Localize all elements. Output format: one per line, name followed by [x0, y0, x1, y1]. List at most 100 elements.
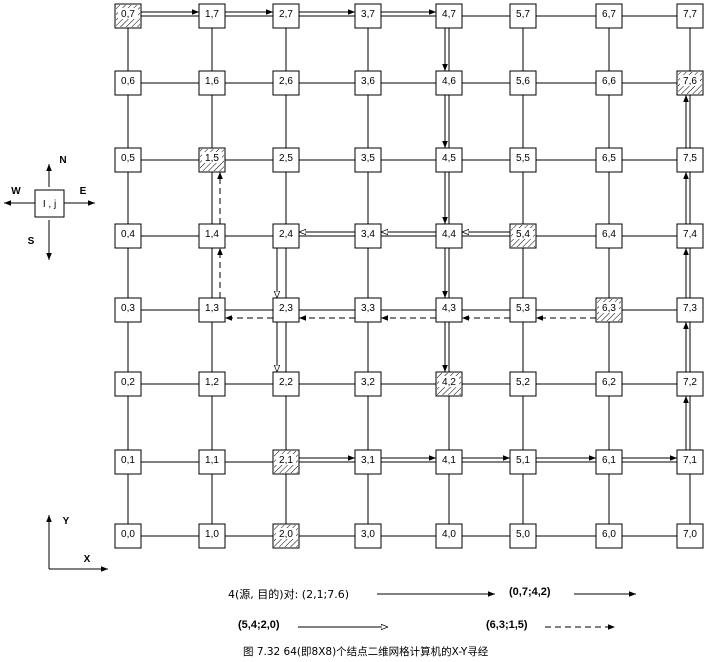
node-7-2: 7,2 — [676, 371, 704, 397]
node-label: 4,7 — [442, 9, 456, 20]
node-box — [676, 449, 704, 475]
node-label-bg — [599, 302, 619, 313]
node-box — [595, 223, 623, 249]
node-box — [509, 3, 537, 29]
node-6-0: 6,0 — [595, 523, 623, 549]
node-2-6: 2,6 — [272, 70, 300, 96]
node-label: 7,5 — [683, 153, 697, 164]
node-0-4: 0,4 — [114, 223, 142, 249]
node-label: 2,0 — [279, 529, 293, 540]
compass-east-label: E — [80, 186, 87, 197]
node-1-3: 1,3 — [198, 297, 226, 323]
node-label: 0,3 — [121, 303, 135, 314]
node-3-2: 3,2 — [354, 371, 382, 397]
node-label: 1,3 — [205, 303, 219, 314]
node-label: 6,1 — [602, 455, 616, 466]
node-label: 1,2 — [205, 377, 219, 388]
node-box — [676, 223, 704, 249]
node-label: 6,2 — [602, 377, 616, 388]
node-label: 5,1 — [516, 455, 530, 466]
node-box — [354, 3, 382, 29]
node-label: 6,0 — [602, 529, 616, 540]
node-label: 0,5 — [121, 153, 135, 164]
node-box — [509, 70, 537, 96]
compass-south-label: S — [28, 236, 35, 247]
node-box — [509, 449, 537, 475]
node-label: 3,4 — [361, 229, 375, 240]
node-6-6: 6,6 — [595, 70, 623, 96]
node-1-2: 1,2 — [198, 371, 226, 397]
node-label: 0,7 — [121, 9, 135, 20]
node-box — [595, 371, 623, 397]
node-6-2: 6,2 — [595, 371, 623, 397]
node-label: 1,6 — [205, 76, 219, 87]
node-label: 2,6 — [279, 76, 293, 87]
node-label: 2,7 — [279, 9, 293, 20]
node-label: 1,5 — [205, 153, 219, 164]
node-label: 3,6 — [361, 76, 375, 87]
node-box — [198, 523, 226, 549]
node-box — [198, 70, 226, 96]
node-5-2: 5,2 — [509, 371, 537, 397]
node-label: 3,7 — [361, 9, 375, 20]
node-label: 5,6 — [516, 76, 530, 87]
node-box — [114, 70, 142, 96]
node-box — [272, 297, 300, 323]
node-6-5: 6,5 — [595, 147, 623, 173]
node-box — [198, 371, 226, 397]
node-4-0: 4,0 — [435, 523, 463, 549]
node-2-7: 2,7 — [272, 3, 300, 29]
node-label: 7,4 — [683, 229, 697, 240]
node-1-1: 1,1 — [198, 449, 226, 475]
node-box — [435, 523, 463, 549]
node-7-7: 7,7 — [676, 3, 704, 29]
node-box — [354, 223, 382, 249]
node-0-2: 0,2 — [114, 371, 142, 397]
node-2-0: 2,0 — [272, 523, 300, 549]
node-label: 1,7 — [205, 9, 219, 20]
legend-pair1-label: 4(源, 目的)对: (2,1;7.6) — [228, 588, 350, 601]
node-box — [509, 147, 537, 173]
node-label: 4,3 — [442, 303, 456, 314]
node-6-3: 6,3 — [595, 297, 623, 323]
legend-pair4-label: (6,3;1,5) — [486, 619, 528, 631]
node-box — [435, 297, 463, 323]
node-label: 1,1 — [205, 455, 219, 466]
node-label: 1,0 — [205, 529, 219, 540]
node-6-1: 6,1 — [595, 449, 623, 475]
grid-nodes: 0,0 1,0 2,0 3,0 4,0 5,0 6,0 7,0 0,1 1,1 2,1 3,1 4,1 5… — [114, 3, 704, 549]
node-3-6: 3,6 — [354, 70, 382, 96]
node-5-4: 5,4 — [509, 223, 537, 249]
compass-node — [34, 189, 65, 218]
node-label: 2,4 — [279, 229, 293, 240]
node-2-1: 2,1 — [272, 449, 300, 475]
axes: Y X — [46, 515, 108, 572]
node-box — [676, 371, 704, 397]
node-label: 4,1 — [442, 455, 456, 466]
node-box — [198, 449, 226, 475]
node-0-3: 0,3 — [114, 297, 142, 323]
node-label: 3,0 — [361, 529, 375, 540]
node-box — [272, 147, 300, 173]
compass-west-label: W — [11, 186, 21, 197]
node-0-0: 0,0 — [114, 523, 142, 549]
node-label: 5,7 — [516, 9, 530, 20]
node-1-7: 1,7 — [198, 3, 226, 29]
node-7-0: 7,0 — [676, 523, 704, 549]
node-box — [114, 371, 142, 397]
legend-pair3-label: (5,4;2,0) — [238, 619, 280, 631]
node-box — [354, 297, 382, 323]
node-0-6: 0,6 — [114, 70, 142, 96]
node-box — [509, 371, 537, 397]
node-7-5: 7,5 — [676, 147, 704, 173]
node-box — [354, 70, 382, 96]
node-3-4: 3,4 — [354, 223, 382, 249]
node-box — [114, 449, 142, 475]
node-1-4: 1,4 — [198, 223, 226, 249]
node-6-4: 6,4 — [595, 223, 623, 249]
node-4-1: 4,1 — [435, 449, 463, 475]
node-label-bg — [276, 454, 296, 465]
node-3-0: 3,0 — [354, 523, 382, 549]
legend-pair2-label: (0,7;4,2) — [509, 586, 551, 598]
